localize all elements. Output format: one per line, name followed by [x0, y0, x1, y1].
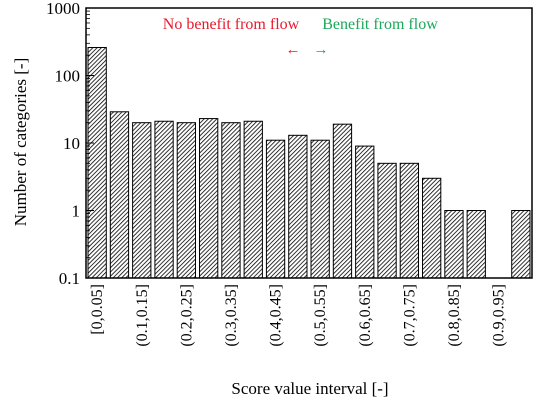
annotation-no-benefit: No benefit from flow [163, 16, 300, 33]
x-axis-label: Score value interval [-] [231, 379, 388, 398]
x-tick-label-1: (0.1,0.15] [134, 284, 151, 347]
bar-12 [355, 145, 375, 279]
bar-16 [444, 210, 464, 279]
bar-7 [243, 120, 263, 279]
bar-6 [221, 122, 241, 279]
bar-19 [511, 210, 531, 279]
y-tick-label-4: 1000 [46, 0, 80, 18]
y-tick-label-0: 0.1 [59, 269, 80, 288]
bar-2 [132, 122, 152, 279]
bar-9 [288, 134, 308, 279]
annotation-benefit: Benefit from flow [322, 16, 438, 33]
x-tick-label-6: (0.6,0.65] [357, 284, 374, 347]
arrow-left-icon: ← [286, 42, 301, 58]
x-axis-ticks: [0,0.05] (0.1,0.15] (0.2,0.25] (0.3,0.35] (0… [89, 284, 507, 347]
bar-3 [154, 120, 174, 279]
bar-15 [422, 177, 442, 279]
bar-17 [466, 210, 486, 279]
x-tick-label-7: (0.7,0.75] [401, 284, 418, 347]
y-tick-label-3: 100 [55, 67, 81, 86]
x-tick-label-3: (0.3,0.35] [223, 284, 240, 347]
bar-1 [109, 111, 130, 279]
y-axis-label: Number of categories [-] [11, 58, 30, 227]
bar-14 [399, 162, 419, 279]
bar-13 [377, 162, 397, 279]
x-tick-label-2: (0.2,0.25] [178, 284, 195, 347]
y-axis-ticks: 0.1 1 10 100 1000 [46, 0, 94, 288]
arrow-right-icon: → [314, 42, 329, 58]
bars-group [87, 46, 531, 279]
bar-11 [332, 123, 353, 279]
x-tick-label-4: (0.4,0.45] [268, 284, 285, 347]
bar-10 [310, 139, 330, 279]
y-tick-label-2: 10 [63, 134, 80, 153]
bar-0 [87, 46, 107, 279]
x-tick-label-9: (0.9,0.95] [491, 284, 508, 347]
bar-4 [176, 122, 197, 279]
x-tick-label-0: [0,0.05] [89, 284, 106, 335]
x-tick-label-8: (0.8,0.85] [446, 284, 463, 347]
plot-frame [85, 7, 533, 279]
bar-5 [199, 118, 219, 279]
bar-8 [265, 139, 286, 279]
y-tick-label-1: 1 [72, 202, 81, 221]
x-tick-label-5: (0.5,0.55] [312, 284, 329, 347]
